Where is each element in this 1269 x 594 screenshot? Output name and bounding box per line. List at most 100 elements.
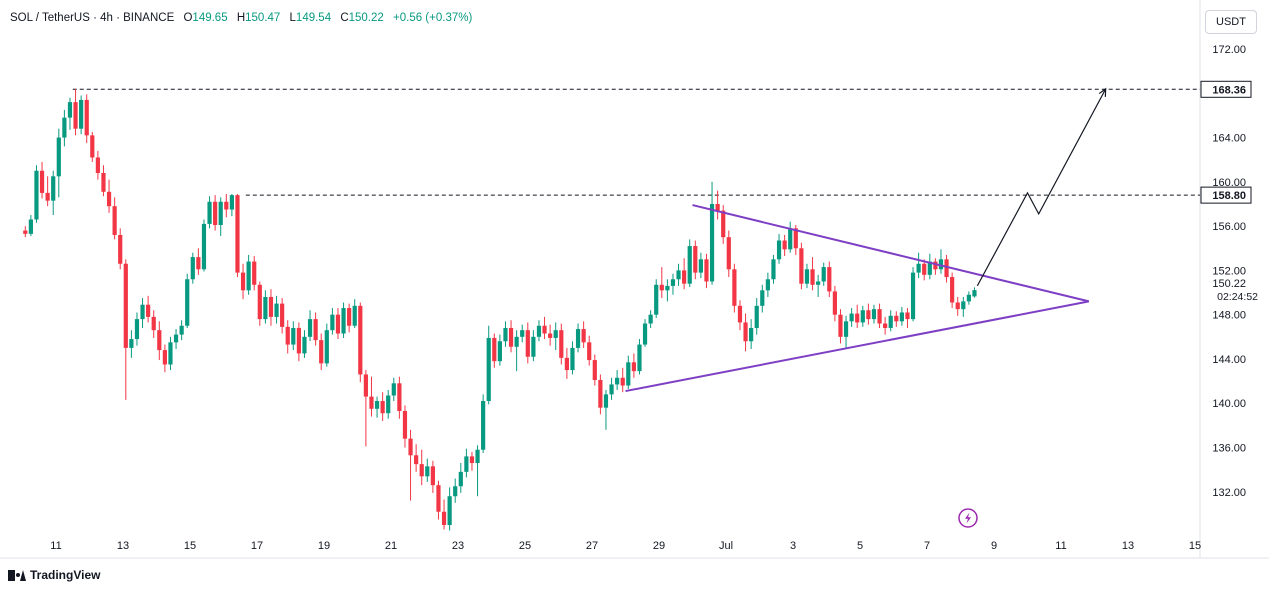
- candle-body: [140, 304, 145, 320]
- candle: [871, 304, 877, 324]
- projection-path: [976, 88, 1107, 287]
- candle: [905, 308, 910, 328]
- time-tick-label: 27: [586, 540, 598, 552]
- candle: [749, 319, 754, 349]
- currency-button[interactable]: USDT: [1205, 10, 1257, 34]
- candle: [938, 249, 944, 274]
- candle-body: [90, 135, 95, 158]
- candle-body: [559, 330, 564, 358]
- candle: [866, 303, 871, 325]
- candle: [28, 215, 33, 237]
- candle-body: [670, 279, 676, 286]
- candle-body: [587, 342, 592, 361]
- candle: [760, 284, 765, 313]
- candle-body: [564, 357, 569, 371]
- candle: [291, 321, 296, 351]
- candle: [425, 458, 430, 482]
- candle: [486, 325, 491, 405]
- candle-body: [45, 192, 50, 201]
- candle: [464, 448, 469, 478]
- candle: [771, 254, 776, 284]
- candle: [190, 252, 195, 284]
- price-tick-label: 172.00: [1212, 44, 1246, 56]
- countdown-label: 02:24:52: [1217, 291, 1258, 303]
- candle: [45, 176, 50, 207]
- candle-body: [771, 259, 776, 280]
- candle-body: [749, 327, 754, 342]
- candle-body: [709, 203, 715, 282]
- candle-body: [224, 201, 229, 210]
- candle-body: [659, 284, 664, 291]
- candle: [307, 310, 313, 342]
- candle: [179, 320, 184, 341]
- candle: [888, 310, 893, 332]
- candle-body: [575, 329, 581, 348]
- candle-body: [497, 341, 502, 362]
- candle: [140, 298, 145, 328]
- time-tick-label: 23: [452, 540, 464, 552]
- lightning-icon[interactable]: [958, 508, 978, 528]
- candle-body: [916, 263, 921, 273]
- candle: [268, 289, 274, 326]
- candle-body: [229, 195, 234, 210]
- candle: [447, 487, 452, 531]
- candle: [765, 272, 770, 297]
- time-tick-label: 9: [991, 540, 997, 552]
- candle-body: [386, 395, 391, 414]
- candle-body: [419, 464, 424, 477]
- candle: [196, 248, 201, 275]
- price-tick-label: 152.00: [1212, 265, 1246, 277]
- tradingview-brand[interactable]: TradingView: [8, 568, 100, 582]
- candle: [146, 295, 151, 323]
- candle-body: [737, 305, 743, 323]
- candle: [525, 322, 530, 364]
- candle: [843, 315, 849, 348]
- candle: [966, 291, 971, 305]
- candle: [441, 499, 447, 530]
- candle-body: [715, 203, 720, 211]
- candle: [224, 194, 229, 218]
- candle: [955, 296, 960, 316]
- candle: [659, 267, 664, 299]
- candle-body: [240, 272, 246, 291]
- candle-body: [458, 471, 463, 487]
- candle: [665, 279, 670, 302]
- candle-body: [453, 486, 458, 497]
- candle: [654, 279, 659, 319]
- candle-body: [67, 102, 73, 118]
- candle: [157, 321, 162, 361]
- candle: [816, 274, 821, 297]
- candle-body: [252, 261, 257, 285]
- candle-body: [51, 176, 56, 201]
- candle: [514, 330, 519, 372]
- candle-body: [157, 330, 162, 351]
- candle-body: [687, 246, 692, 284]
- candle-body: [213, 201, 218, 226]
- candle-body: [642, 323, 648, 345]
- candle: [380, 392, 385, 421]
- candle: [788, 221, 793, 253]
- candle-body: [101, 172, 106, 192]
- price-tick-label: 132.00: [1212, 487, 1246, 499]
- candle: [754, 298, 759, 335]
- candle-body: [358, 305, 363, 375]
- candle: [598, 374, 603, 415]
- candle-body: [263, 296, 268, 320]
- candle-body: [190, 257, 195, 280]
- symbol-title[interactable]: SOL / TetherUS · 4h · BINANCE: [10, 12, 175, 24]
- candle: [324, 323, 329, 367]
- candle: [330, 308, 335, 335]
- candle: [575, 323, 581, 353]
- candle: [84, 94, 89, 144]
- candle: [877, 303, 882, 328]
- price-tick-label: 148.00: [1212, 310, 1246, 322]
- candle: [564, 347, 569, 379]
- candle: [207, 196, 212, 229]
- candle-body: [134, 319, 140, 340]
- candle-body: [168, 342, 173, 365]
- candle: [319, 333, 324, 371]
- candle: [458, 463, 463, 493]
- candle-body: [626, 362, 631, 386]
- price-tag-box: [1200, 186, 1252, 204]
